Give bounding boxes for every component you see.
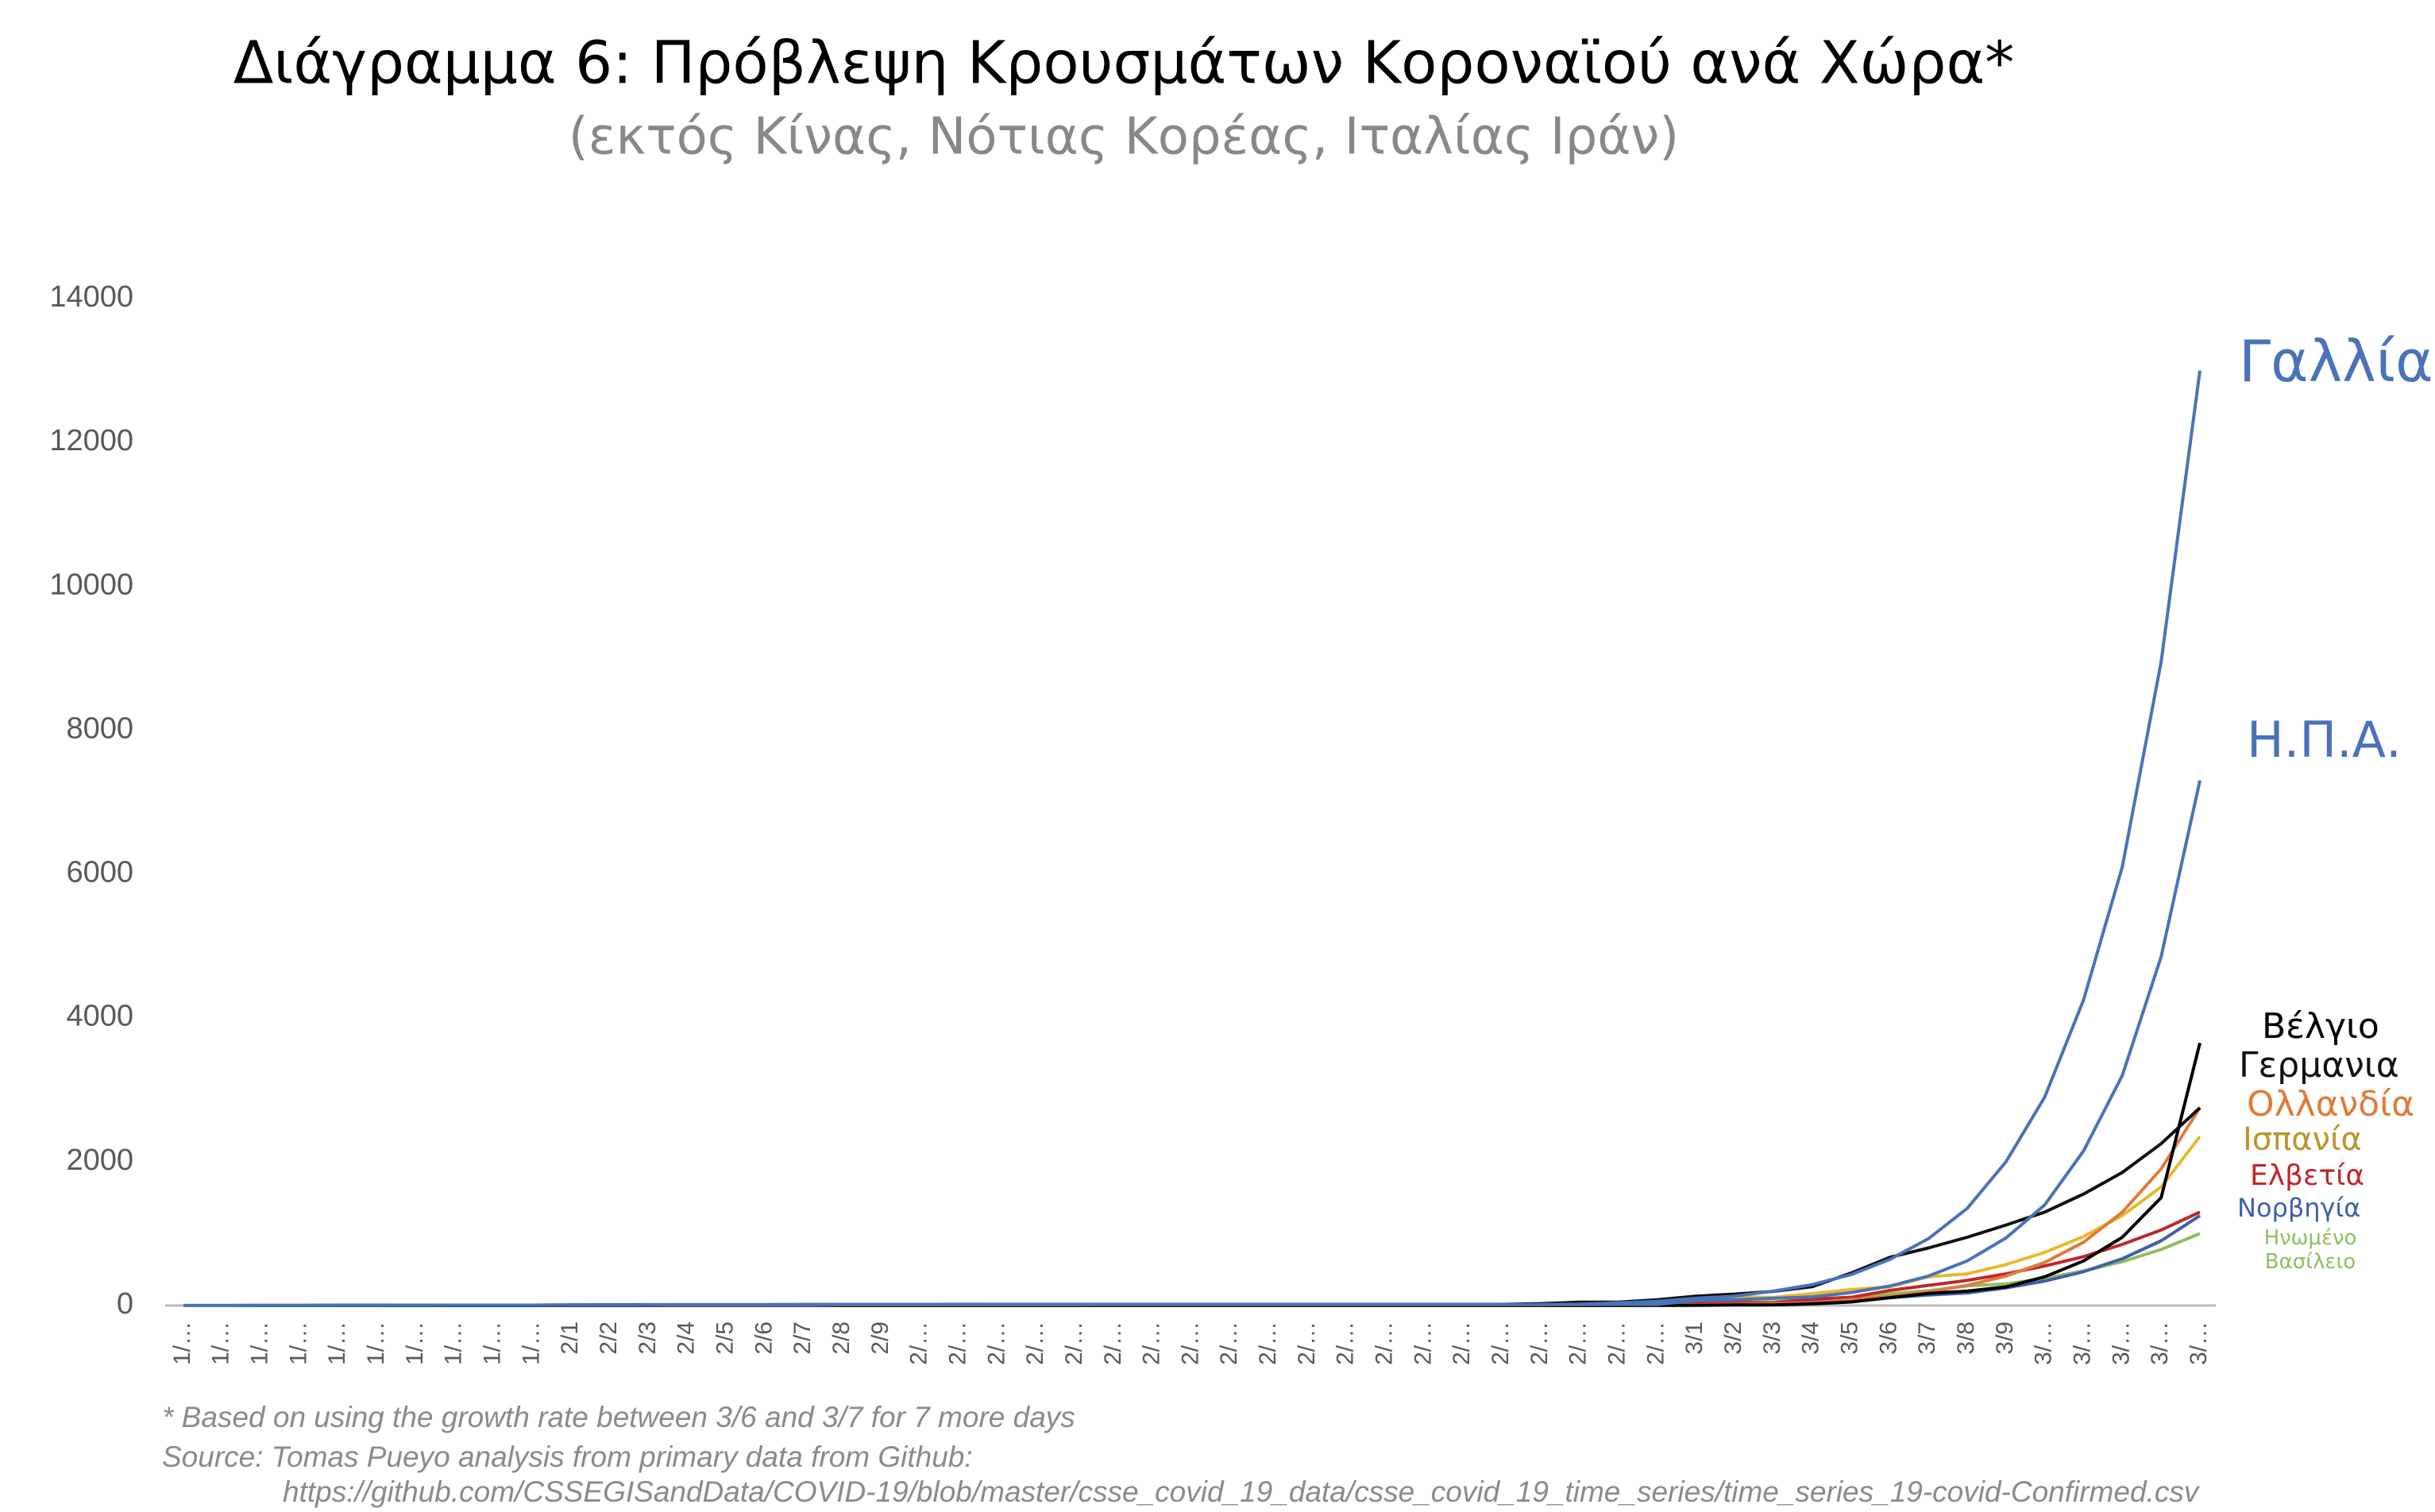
x-tick-label: 1/… bbox=[324, 1321, 350, 1365]
series-line bbox=[183, 780, 2202, 1307]
x-tick-label: 2/… bbox=[1565, 1321, 1592, 1365]
series-label: Γαλλία bbox=[2239, 328, 2433, 395]
x-tick-label: 3/… bbox=[2186, 1321, 2212, 1365]
x-tick-label: 3/9 bbox=[1992, 1321, 2018, 1355]
x-tick-label: 3/4 bbox=[1798, 1321, 1824, 1355]
x-tick-label: 2/… bbox=[1061, 1321, 1087, 1365]
x-tick-label: 2/… bbox=[1255, 1321, 1281, 1365]
x-tick-label: 2/… bbox=[1449, 1321, 1475, 1365]
series-label: Η.Π.Α. bbox=[2247, 711, 2402, 769]
series-line bbox=[183, 1135, 2202, 1307]
series-line bbox=[183, 1106, 2202, 1307]
x-tick-label: 2/8 bbox=[828, 1321, 855, 1355]
x-tick-label: 3/2 bbox=[1720, 1321, 1746, 1355]
x-tick-label: 2/… bbox=[1604, 1321, 1630, 1365]
source-url: https://github.com/CSSEGISandData/COVID-… bbox=[283, 1475, 2199, 1508]
x-tick-label: 1/… bbox=[441, 1321, 467, 1365]
x-tick-label: 2/… bbox=[1333, 1321, 1359, 1365]
x-tick-label: 2/5 bbox=[712, 1321, 738, 1355]
y-tick-label: 0 bbox=[117, 1287, 133, 1321]
x-tick-label: 2/4 bbox=[673, 1321, 700, 1355]
x-tick-label: 2/… bbox=[1139, 1321, 1165, 1365]
x-tick-label: 2/… bbox=[1410, 1321, 1436, 1365]
x-tick-label: 3/8 bbox=[1953, 1321, 1979, 1355]
x-tick-label: 2/7 bbox=[789, 1321, 816, 1355]
y-tick-label: 14000 bbox=[49, 280, 133, 314]
x-tick-label: 3/7 bbox=[1914, 1321, 1940, 1355]
x-tick-label: 2/2 bbox=[596, 1321, 622, 1355]
x-tick-label: 2/… bbox=[1372, 1321, 1398, 1365]
x-tick-label: 1/… bbox=[247, 1321, 273, 1365]
chart-title: Διάγραμμα 6: Πρόβλεψη Κρουσμάτων Κοροναϊ… bbox=[233, 29, 2015, 98]
series-line bbox=[183, 1042, 2202, 1307]
x-tick-label: 2/… bbox=[1488, 1321, 1514, 1365]
series-line bbox=[183, 1106, 2202, 1307]
series-line bbox=[183, 1210, 2201, 1307]
chart-subtitle: (εκτός Κίνας, Νότιας Κορέας, Ιταλίας Ιρά… bbox=[569, 108, 1679, 167]
x-tick-label: 1/… bbox=[402, 1321, 428, 1365]
source: Source: Tomas Pueyo analysis from primar… bbox=[162, 1441, 973, 1473]
x-tick-label: 2/… bbox=[944, 1321, 971, 1365]
x-tick-label: 2/… bbox=[906, 1321, 932, 1365]
x-tick-label: 3/… bbox=[2108, 1321, 2134, 1365]
footnote: * Based on using the growth rate between… bbox=[162, 1401, 1075, 1433]
series-label: Ισπανία bbox=[2243, 1121, 2362, 1158]
x-tick-label: 3/… bbox=[2069, 1321, 2095, 1365]
x-tick-label: 2/… bbox=[1526, 1321, 1553, 1365]
x-tick-label: 3/3 bbox=[1759, 1321, 1785, 1355]
x-tick-label: 1/… bbox=[208, 1321, 234, 1365]
y-tick-label: 4000 bbox=[66, 1000, 133, 1033]
x-tick-label: 2/3 bbox=[635, 1321, 661, 1355]
y-tick-label: 6000 bbox=[66, 856, 133, 889]
series-line bbox=[183, 370, 2202, 1307]
x-tick-label: 3/6 bbox=[1875, 1321, 1901, 1355]
x-tick-label: 2/… bbox=[1294, 1321, 1320, 1365]
y-tick-label: 12000 bbox=[49, 424, 133, 457]
x-tick-label: 1/… bbox=[480, 1321, 506, 1365]
series-label: Νορβηγία bbox=[2237, 1193, 2361, 1223]
x-tick-label: 3/… bbox=[2031, 1321, 2057, 1365]
y-tick-label: 8000 bbox=[66, 712, 133, 745]
series-label: Ηνωμένο Βασίλειο bbox=[2263, 1226, 2357, 1274]
series-label: Ολλανδία bbox=[2247, 1084, 2415, 1124]
x-tick-label: 2/… bbox=[983, 1321, 1009, 1365]
x-tick-label: 2/… bbox=[1100, 1321, 1126, 1365]
x-tick-label: 2/… bbox=[1216, 1321, 1242, 1365]
series-label: Βέλγιο bbox=[2262, 1006, 2379, 1047]
x-tick-label: 2/6 bbox=[751, 1321, 777, 1355]
x-tick-label: 1/… bbox=[518, 1321, 544, 1365]
x-tick-label: 2/1 bbox=[557, 1321, 583, 1355]
y-tick-label: 10000 bbox=[49, 568, 133, 601]
x-tick-label: 2/… bbox=[1642, 1321, 1669, 1365]
x-tick-label: 1/… bbox=[363, 1321, 389, 1365]
series-label: Γερμανια bbox=[2239, 1045, 2399, 1086]
x-tick-label: 2/… bbox=[1022, 1321, 1048, 1365]
series-label: Ελβετία bbox=[2250, 1159, 2365, 1192]
x-tick-label: 2/9 bbox=[867, 1321, 893, 1355]
x-tick-label: 3/… bbox=[2147, 1321, 2173, 1365]
x-tick-label: 1/… bbox=[169, 1321, 195, 1365]
x-tick-label: 3/5 bbox=[1836, 1321, 1862, 1355]
x-tick-label: 2/… bbox=[1177, 1321, 1203, 1365]
x-tick-label: 1/… bbox=[285, 1321, 311, 1365]
y-tick-label: 2000 bbox=[66, 1144, 133, 1177]
x-tick-label: 3/1 bbox=[1681, 1321, 1708, 1355]
